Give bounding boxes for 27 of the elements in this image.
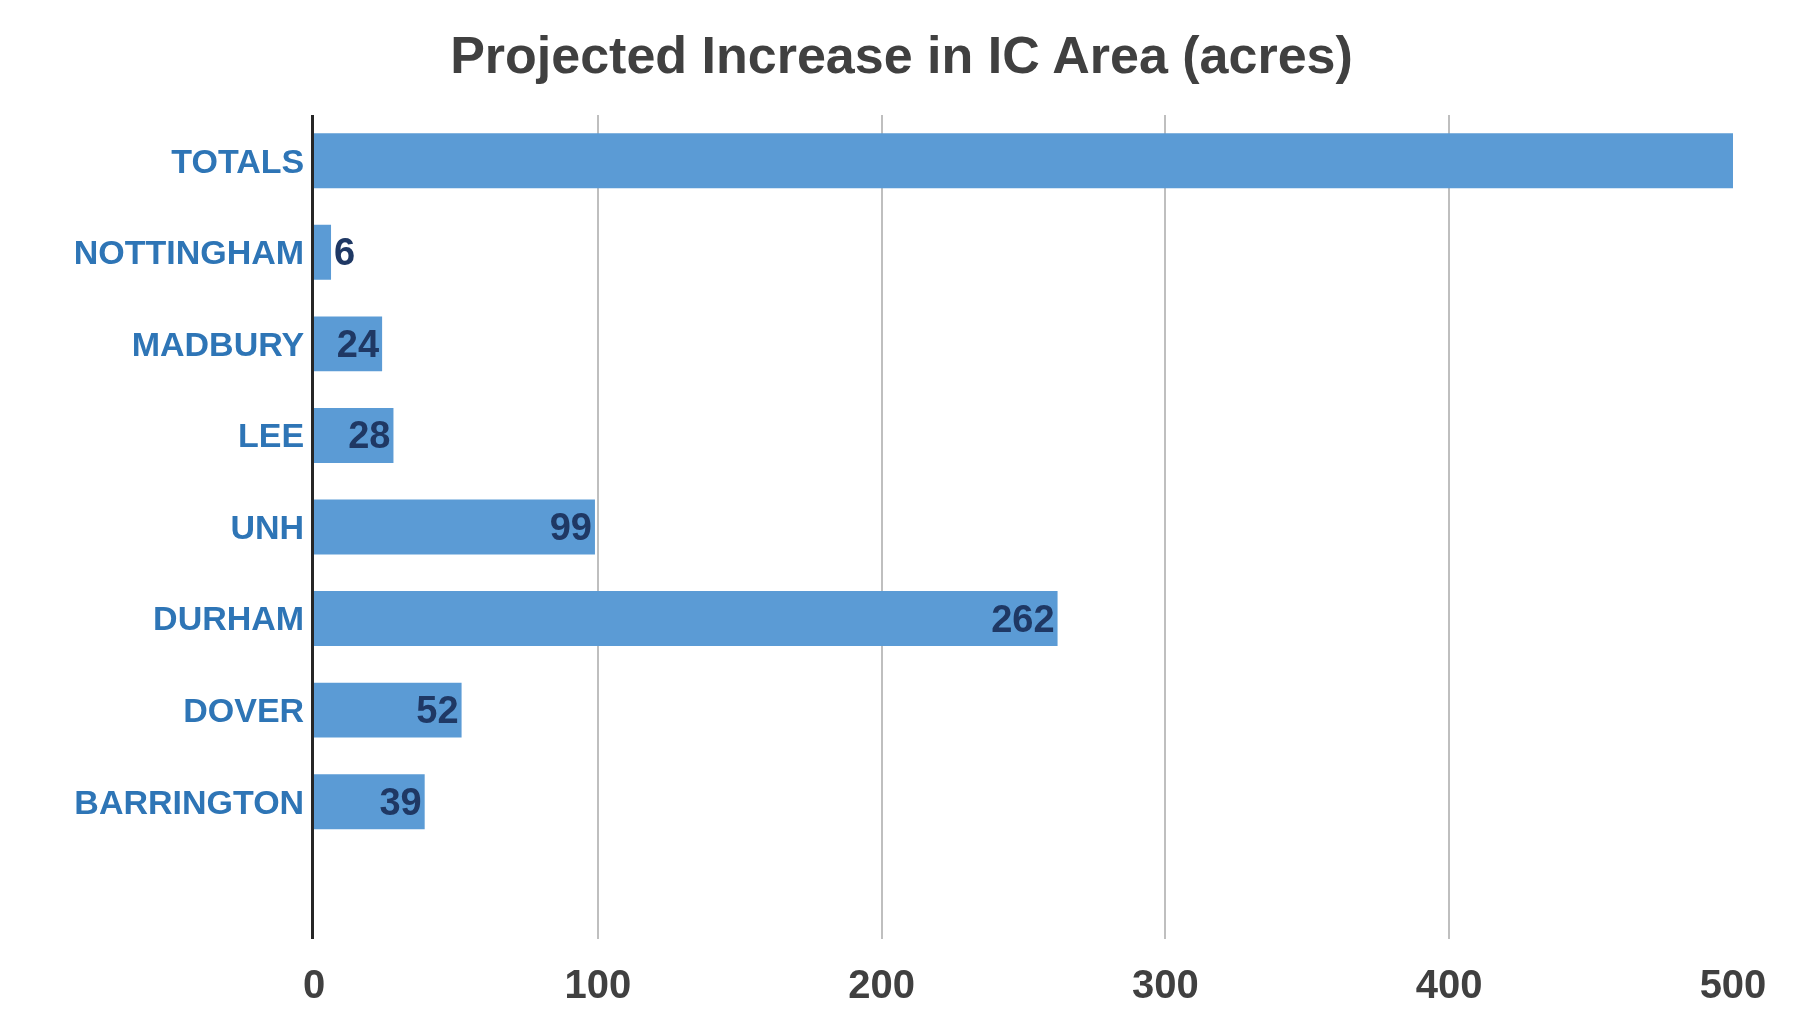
data-label: 28 bbox=[348, 414, 391, 457]
bar bbox=[314, 682, 462, 738]
data-label: 99 bbox=[549, 506, 592, 548]
data-label: 6 bbox=[334, 231, 356, 274]
y-tick-label: LEE bbox=[238, 416, 305, 455]
data-label: 24 bbox=[336, 322, 380, 365]
y-tick-label: TOTALS bbox=[171, 141, 305, 180]
x-tick-label: 300 bbox=[1132, 962, 1199, 1006]
data-label: 39 bbox=[379, 780, 422, 823]
x-tick-label: 200 bbox=[848, 962, 915, 1006]
data-label: 262 bbox=[991, 597, 1055, 640]
y-tick-label: NOTTINGHAM bbox=[73, 233, 305, 272]
y-tick-label: UNH bbox=[230, 507, 305, 546]
chart-title: Projected Increase in IC Area (acres) bbox=[450, 25, 1353, 84]
x-tick-label: 400 bbox=[1415, 962, 1483, 1006]
bar bbox=[314, 591, 1058, 647]
bar bbox=[314, 224, 332, 280]
bar bbox=[314, 499, 595, 555]
x-tick-label: 500 bbox=[1699, 962, 1767, 1006]
y-tick-label: BARRINGTON bbox=[74, 782, 305, 821]
data-label: 52 bbox=[416, 689, 459, 732]
bar bbox=[314, 133, 1733, 189]
y-tick-label: DURHAM bbox=[153, 599, 305, 638]
y-tick-label: DOVER bbox=[183, 691, 305, 730]
y-tick-label: MADBURY bbox=[131, 324, 305, 363]
x-tick-label: 0 bbox=[302, 962, 326, 1006]
x-tick-label: 100 bbox=[564, 962, 632, 1006]
